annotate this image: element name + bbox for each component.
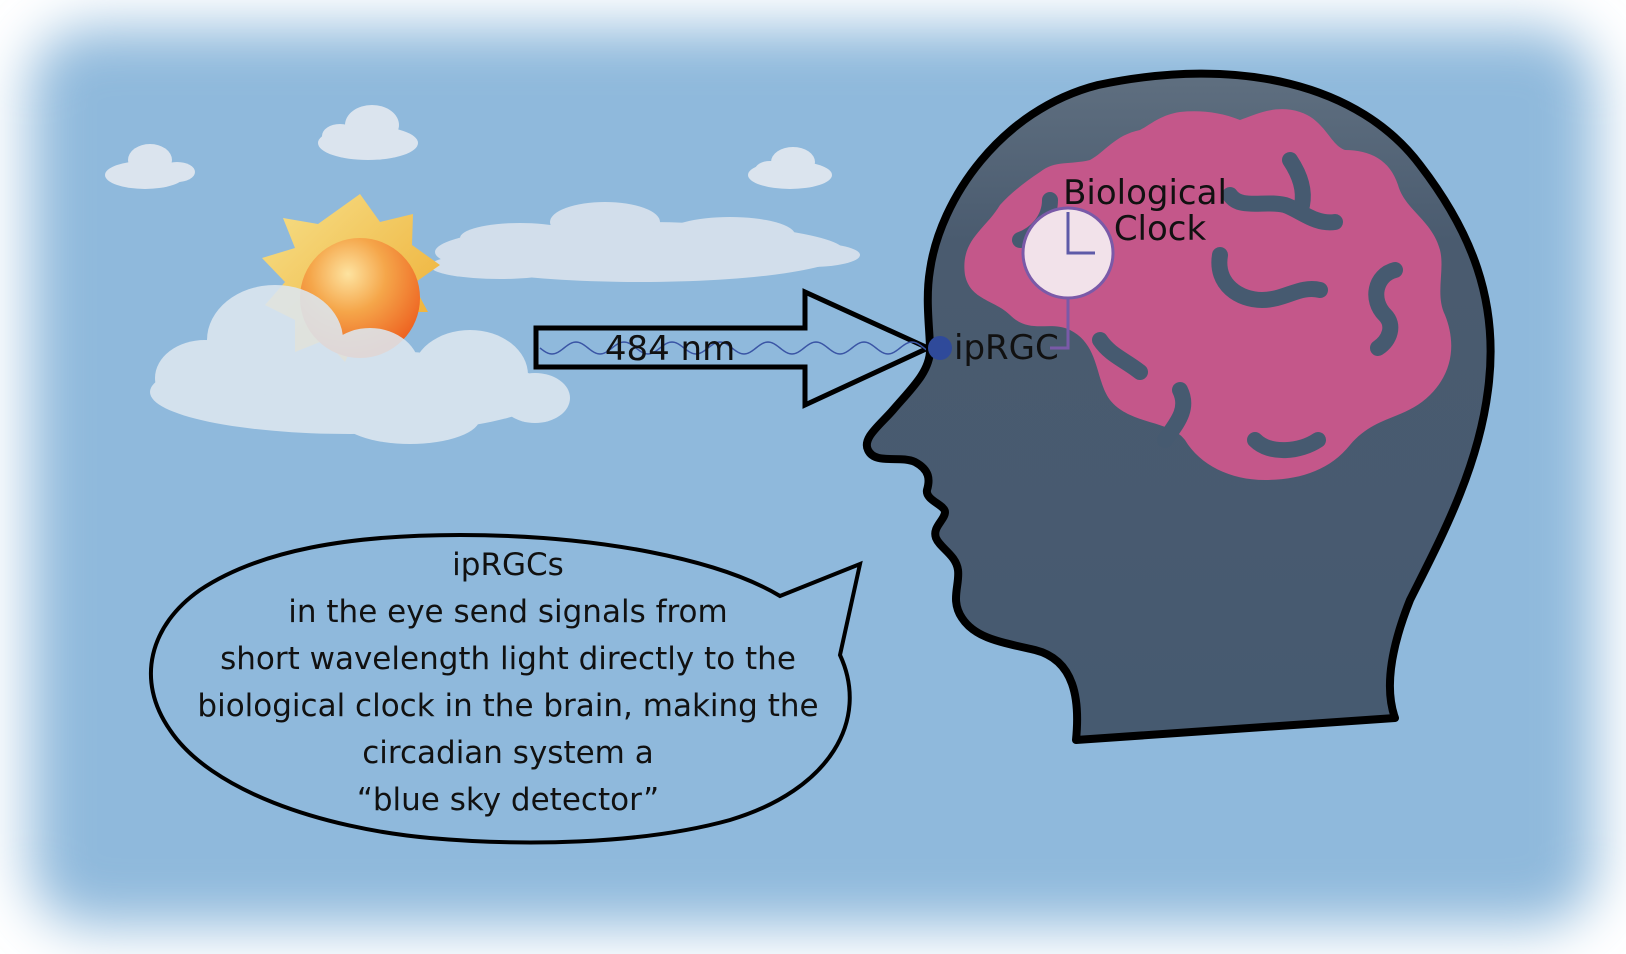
- light-wave: [539, 341, 929, 355]
- iprgc-eye-dot: [928, 336, 952, 360]
- bubble-line: biological clock in the brain, making th…: [197, 688, 818, 724]
- bubble-line: short wavelength light directly to the: [220, 641, 796, 677]
- speech-bubble: [148, 532, 863, 845]
- bubble-line: in the eye send signals from: [288, 594, 727, 630]
- brain-shape: [964, 109, 1452, 481]
- small-cloud-3: [748, 147, 832, 189]
- small-cloud-2: [318, 105, 418, 160]
- clock-label-line2: Clock: [1114, 209, 1207, 249]
- long-cloud: [430, 202, 860, 282]
- big-cloud: [150, 285, 570, 444]
- bubble-line: “blue sky detector”: [357, 782, 659, 818]
- bubble-line: circadian system a: [362, 735, 653, 771]
- signal-connector: [1050, 298, 1070, 350]
- brain: [964, 109, 1452, 481]
- clock-label-line1: Biological: [1063, 173, 1227, 213]
- bubble-line: ipRGCs: [452, 547, 564, 583]
- bubble-text-block: ipRGCs in the eye send signals from shor…: [197, 547, 818, 818]
- wavelength-label: 484 nm: [605, 329, 735, 369]
- small-cloud-1: [105, 144, 195, 189]
- clock-icon: [1021, 206, 1115, 300]
- iprgc-label: ipRGC: [954, 328, 1059, 368]
